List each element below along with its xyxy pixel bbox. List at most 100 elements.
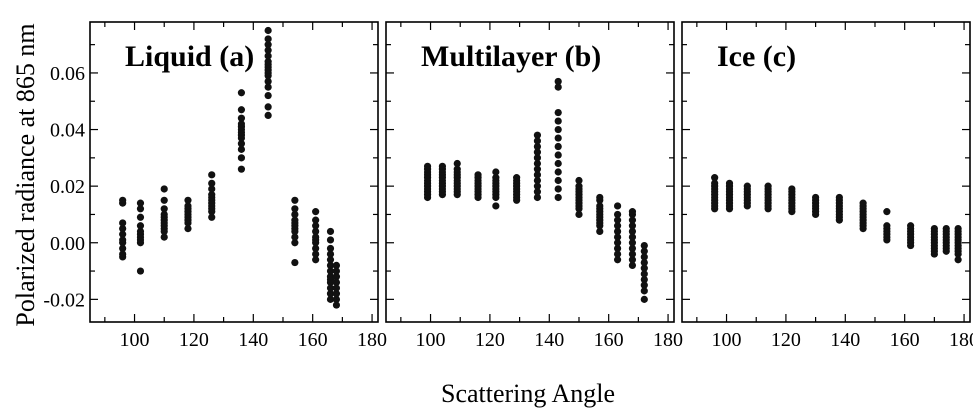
data-point	[613, 233, 622, 241]
data-point	[554, 125, 562, 134]
data-point	[628, 244, 637, 253]
data-point	[596, 193, 604, 202]
data-point	[312, 208, 320, 216]
data-point	[264, 83, 272, 91]
data-point	[184, 202, 192, 210]
data-point	[264, 103, 272, 111]
data-point	[119, 230, 127, 238]
data-point	[208, 171, 216, 179]
x-tick-label: 180	[653, 329, 683, 351]
data-point	[326, 295, 335, 303]
data-point	[264, 111, 272, 119]
data-point	[554, 151, 562, 159]
data-point	[613, 222, 622, 230]
data-point	[332, 295, 341, 303]
data-point	[533, 148, 542, 156]
data-point	[136, 199, 145, 207]
data-point	[264, 46, 272, 54]
y-tick-label: 0.02	[50, 176, 85, 198]
data-point	[554, 159, 562, 168]
data-point	[628, 222, 637, 230]
x-tick-label: 160	[890, 329, 920, 351]
data-point	[743, 182, 751, 190]
data-point	[119, 236, 127, 244]
data-point	[533, 182, 542, 190]
data-point	[533, 188, 542, 196]
x-tick-label: 120	[771, 329, 801, 351]
y-tick-label: 0.04	[50, 120, 85, 142]
data-point	[326, 236, 335, 244]
data-point	[184, 196, 192, 204]
data-point	[554, 142, 562, 151]
data-point	[291, 216, 299, 224]
data-point	[613, 244, 622, 253]
data-point	[533, 159, 542, 168]
scatter-series	[711, 174, 962, 264]
data-point	[640, 281, 648, 289]
data-point	[291, 233, 299, 241]
data-point	[613, 227, 622, 236]
data-point	[575, 182, 583, 190]
data-point	[554, 168, 562, 176]
data-point	[326, 256, 335, 264]
data-point	[291, 239, 299, 247]
data-point	[492, 168, 500, 176]
data-point	[119, 225, 127, 233]
data-point	[438, 162, 447, 170]
data-point	[237, 165, 246, 173]
data-point	[640, 241, 648, 250]
x-axis-label: Scattering Angle	[441, 379, 615, 408]
data-point	[575, 176, 583, 185]
data-point	[575, 210, 583, 219]
data-point	[208, 213, 216, 221]
x-tick-label: 100	[416, 329, 446, 351]
plot-frame	[681, 21, 971, 323]
data-point	[640, 295, 648, 303]
data-point	[835, 193, 843, 202]
data-point	[136, 213, 145, 221]
panel-title: Liquid (a)	[125, 40, 254, 73]
data-point	[326, 244, 335, 253]
data-point	[640, 247, 648, 255]
data-point	[554, 117, 562, 125]
data-point	[160, 210, 168, 219]
data-point	[513, 174, 521, 182]
x-tick-label: 140	[534, 329, 564, 351]
data-point	[628, 208, 637, 216]
data-point	[640, 264, 648, 272]
data-point	[264, 58, 272, 66]
data-point	[533, 171, 542, 179]
scatter-series	[119, 26, 341, 309]
data-point	[554, 193, 562, 202]
x-tick-label: 140	[238, 329, 268, 351]
data-point	[312, 250, 320, 258]
data-point	[237, 89, 246, 97]
data-point	[613, 256, 622, 264]
data-point	[237, 154, 246, 162]
data-point	[312, 227, 320, 236]
data-point	[613, 250, 622, 258]
x-tick-label: 100	[120, 329, 150, 351]
data-point	[136, 267, 145, 275]
data-point	[554, 108, 562, 117]
data-point	[291, 258, 299, 267]
data-point	[533, 193, 542, 202]
data-point	[711, 174, 719, 182]
panel-title: Ice (c)	[717, 40, 796, 73]
data-point	[725, 179, 734, 187]
data-point	[812, 193, 820, 202]
data-point	[628, 239, 637, 247]
panel-multilayer: 100 120 140 160 180 Multilayer (b)	[385, 21, 683, 351]
data-point	[326, 250, 335, 258]
y-tick-label: 0.00	[50, 233, 85, 255]
plot-frame	[385, 21, 675, 323]
data-point	[533, 137, 542, 145]
data-point	[291, 196, 299, 204]
data-point	[628, 233, 637, 241]
panel-title: Multilayer (b)	[421, 40, 601, 73]
data-point	[883, 222, 891, 230]
data-point	[453, 165, 461, 173]
data-point	[613, 210, 622, 219]
data-point	[312, 233, 320, 241]
